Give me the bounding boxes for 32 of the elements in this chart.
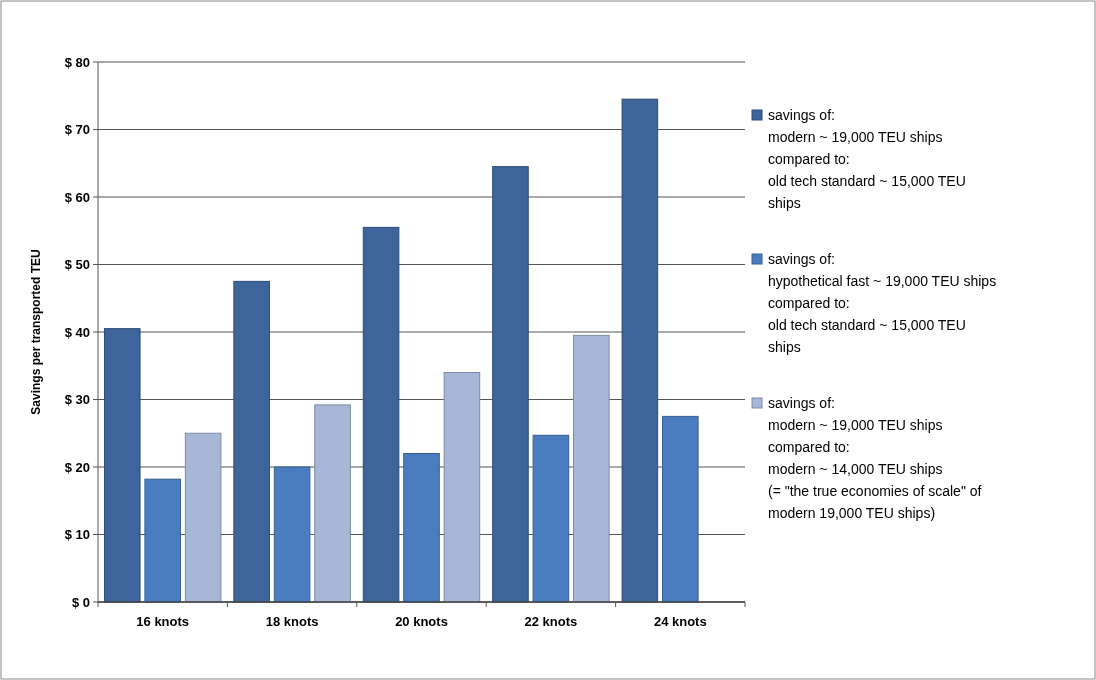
y-tick-label: $ 20: [64, 459, 90, 475]
y-axis-title: Savings per transported TEU: [29, 249, 43, 415]
bar: [403, 453, 440, 603]
x-tick-label: 22 knots: [524, 614, 578, 629]
bar: [662, 415, 699, 603]
x-tick-label: 16 knots: [136, 614, 190, 629]
legend-label: savings of: hypothetical fast ~ 19,000 TEU ships compared to: old tech standard ~ 15,000 TEU ships: [768, 251, 997, 355]
bar: [573, 334, 610, 603]
y-tick-label: $ 60: [64, 189, 90, 205]
bar: [144, 478, 181, 603]
bar: [184, 432, 222, 603]
legend-label: savings of: modern ~ 19,000 TEU ships compared to: old tech standard ~ 15,000 TEU ships: [768, 107, 966, 211]
bar: [443, 372, 481, 603]
legend-label: savings of: modern ~ 19,000 TEU ships compared to: modern ~ 14,000 TEU ships (= "the true economies of scale" of modern 19,000 TEU ships): [768, 395, 982, 521]
x-tick-label: 18 knots: [265, 614, 319, 629]
y-tick-label: $ 10: [64, 527, 90, 543]
y-tick-label: $ 70: [64, 122, 90, 138]
y-tick-label: $ 80: [64, 54, 90, 70]
bar: [233, 280, 270, 603]
y-tick-label: $ 0: [71, 594, 90, 610]
x-tick-label: 20 knots: [395, 614, 448, 629]
bar: [362, 226, 400, 603]
bar: [532, 434, 570, 603]
bar: [621, 98, 659, 603]
y-tick-label: $ 40: [64, 324, 90, 340]
x-tick-label: 24 knots: [653, 614, 707, 629]
bar: [103, 328, 141, 603]
bar: [273, 466, 311, 603]
bar: [314, 404, 351, 603]
y-tick-label: $ 30: [64, 392, 90, 408]
y-tick-label: $ 50: [64, 257, 90, 273]
bar: [492, 166, 529, 603]
